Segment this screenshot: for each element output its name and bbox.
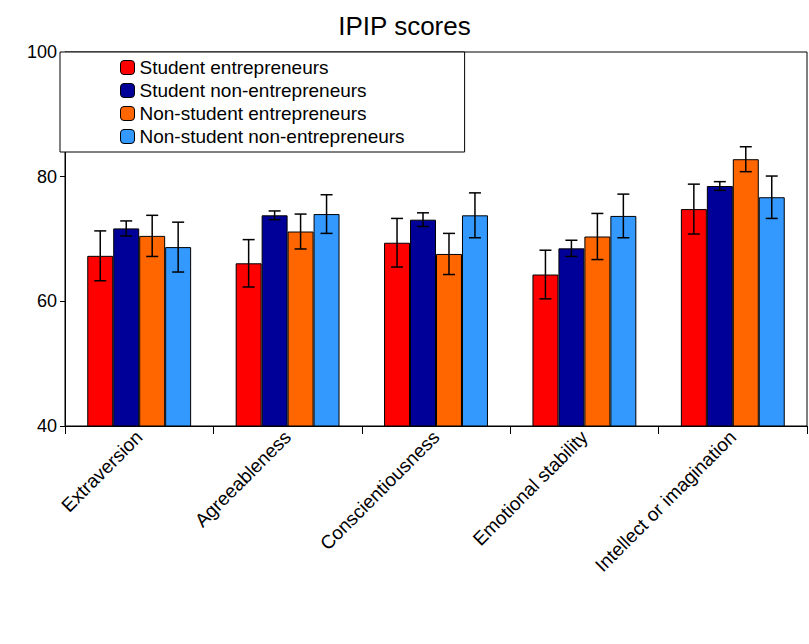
svg-text:Emotional stability: Emotional stability [469,426,592,549]
svg-text:Non-student non-entrepreneurs: Non-student non-entrepreneurs [140,126,405,147]
svg-text:Extraversion: Extraversion [57,427,146,516]
svg-text:60: 60 [37,291,57,311]
svg-text:Intellect or imagination: Intellect or imagination [591,427,740,576]
svg-text:100: 100 [27,42,57,62]
svg-text:Non-student entrepreneurs: Non-student entrepreneurs [140,103,367,124]
svg-text:40: 40 [37,416,57,436]
svg-text:Student non-entrepreneurs: Student non-entrepreneurs [140,80,367,101]
svg-text:Agreeableness: Agreeableness [191,427,295,531]
svg-text:80: 80 [37,167,57,187]
svg-text:Student entrepreneurs: Student entrepreneurs [140,57,329,78]
svg-text:Conscientiousness: Conscientiousness [316,427,444,555]
svg-text:IPIP scores: IPIP scores [338,11,470,41]
